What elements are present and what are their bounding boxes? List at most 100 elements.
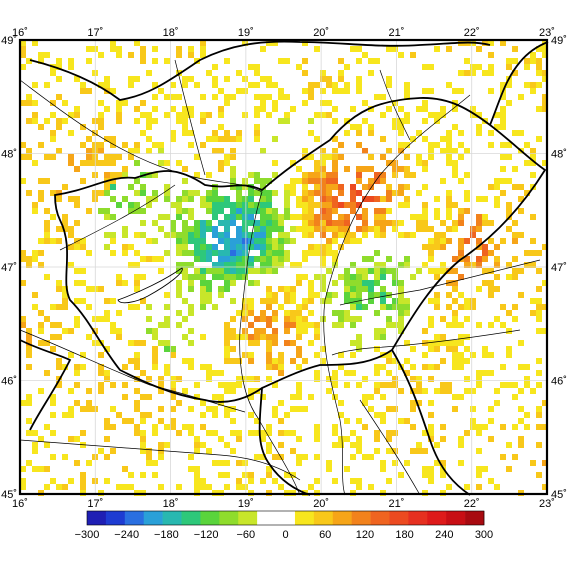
field-cell [320, 148, 326, 154]
field-cell [86, 160, 92, 166]
field-cell [236, 286, 242, 292]
field-cell [284, 172, 290, 178]
field-cell [188, 226, 194, 232]
field-cell [380, 298, 386, 304]
field-cell [200, 286, 206, 292]
field-cell [170, 166, 176, 172]
field-cell [182, 298, 188, 304]
field-cell [26, 394, 32, 400]
field-cell [158, 454, 164, 460]
field-cell [182, 268, 188, 274]
field-cell [344, 352, 350, 358]
field-cell [104, 424, 110, 430]
field-cell [200, 148, 206, 154]
field-cell [308, 136, 314, 142]
river-raba [59, 184, 176, 251]
field-cell [116, 280, 122, 286]
field-cell [416, 316, 422, 322]
field-cell [524, 58, 530, 64]
field-cell [320, 214, 326, 220]
field-cell [110, 184, 116, 190]
field-cell [422, 202, 428, 208]
field-cell [362, 334, 368, 340]
field-cell [74, 460, 80, 466]
field-cell [104, 154, 110, 160]
field-cell [170, 208, 176, 214]
field-cell [410, 52, 416, 58]
field-cell [380, 214, 386, 220]
field-cell [344, 130, 350, 136]
field-cell [302, 364, 308, 370]
field-cell [140, 274, 146, 280]
field-cell [86, 406, 92, 412]
field-cell [152, 460, 158, 466]
lat-label-left: 45˚ [1, 489, 17, 501]
field-cell [200, 310, 206, 316]
field-cell [146, 334, 152, 340]
field-cell [338, 232, 344, 238]
field-cell [164, 280, 170, 286]
field-cell [236, 202, 242, 208]
field-cell [242, 244, 248, 250]
field-cell [296, 328, 302, 334]
field-cell [26, 400, 32, 406]
field-cell [44, 238, 50, 244]
field-cell [26, 418, 32, 424]
field-cell [248, 310, 254, 316]
field-cell [308, 130, 314, 136]
field-cell [464, 208, 470, 214]
field-cell [326, 82, 332, 88]
field-cell [20, 64, 26, 70]
field-cell [500, 142, 506, 148]
field-cell [428, 304, 434, 310]
field-cell [218, 316, 224, 322]
field-cell [62, 484, 68, 490]
river-crisul [339, 259, 541, 306]
field-cell [266, 430, 272, 436]
field-cell [56, 286, 62, 292]
field-cell [488, 130, 494, 136]
field-cell [170, 238, 176, 244]
field-cell [188, 130, 194, 136]
field-cell [362, 52, 368, 58]
field-cell [398, 190, 404, 196]
field-cell [218, 202, 224, 208]
field-cell [230, 274, 236, 280]
field-cell [272, 208, 278, 214]
field-cell [290, 226, 296, 232]
field-cell [476, 466, 482, 472]
field-cell [122, 172, 128, 178]
field-cell [314, 298, 320, 304]
field-cell [482, 250, 488, 256]
field-cell [254, 136, 260, 142]
field-cell [440, 298, 446, 304]
colorbar-swatch [427, 511, 447, 525]
field-cell [182, 208, 188, 214]
field-cell [494, 244, 500, 250]
field-cell [338, 184, 344, 190]
field-cell [428, 346, 434, 352]
field-cell [176, 280, 182, 286]
colorbar-tick-label: −240 [114, 529, 139, 541]
field-cell [380, 178, 386, 184]
field-cell [296, 316, 302, 322]
field-cell [392, 226, 398, 232]
field-cell [44, 118, 50, 124]
field-cell [98, 286, 104, 292]
field-cell [140, 256, 146, 262]
field-cell [392, 460, 398, 466]
field-cell [446, 46, 452, 52]
field-cell [86, 304, 92, 310]
field-cell [284, 322, 290, 328]
field-cell [272, 358, 278, 364]
field-cell [380, 394, 386, 400]
field-cell [530, 460, 536, 466]
field-cell [380, 292, 386, 298]
field-cell [152, 118, 158, 124]
field-cell [458, 178, 464, 184]
field-cell [332, 310, 338, 316]
field-cell [314, 226, 320, 232]
field-cell [182, 310, 188, 316]
field-cell [164, 442, 170, 448]
field-cell [164, 298, 170, 304]
